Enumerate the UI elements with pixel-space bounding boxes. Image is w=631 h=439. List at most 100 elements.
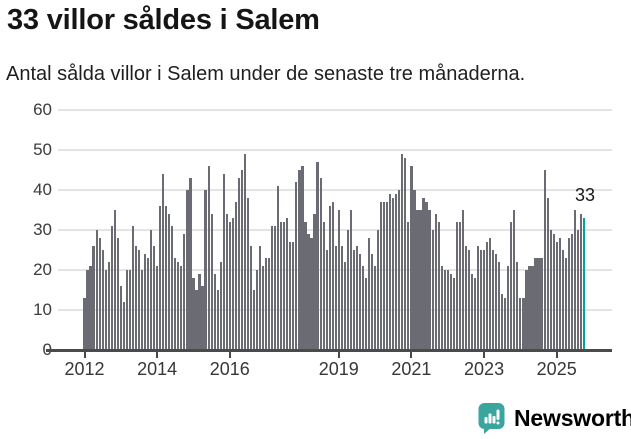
bar — [310, 238, 313, 350]
bar — [422, 198, 425, 350]
bar — [101, 250, 104, 350]
bar — [174, 258, 177, 350]
newsworthy-logo[interactable]: Newsworthy — [477, 402, 631, 435]
bar — [367, 238, 371, 350]
bar — [386, 202, 389, 350]
bar — [343, 262, 346, 350]
bar — [95, 230, 98, 350]
bar — [355, 246, 359, 350]
bar — [89, 266, 92, 350]
bar — [301, 166, 304, 350]
bar — [449, 274, 452, 350]
bar — [298, 170, 301, 350]
bar — [328, 206, 331, 350]
bar — [137, 250, 141, 350]
bar — [258, 246, 262, 350]
page-title: 33 villor såldes i Salem — [7, 4, 320, 36]
x-axis-tick-label: 2016 — [209, 359, 250, 379]
bar — [489, 238, 492, 350]
bar — [507, 266, 510, 350]
bar — [149, 230, 153, 350]
bar — [207, 166, 210, 350]
gridline — [58, 229, 612, 231]
bar — [252, 290, 256, 350]
last-bar-value-label: 33 — [574, 185, 596, 205]
bar — [86, 270, 89, 350]
bar — [437, 222, 440, 350]
bar — [274, 226, 277, 350]
bar — [370, 254, 374, 350]
bar — [579, 214, 582, 350]
bar — [458, 222, 461, 350]
bar — [540, 258, 543, 350]
bar — [576, 230, 579, 350]
bar — [464, 246, 467, 350]
bar — [286, 218, 289, 350]
bar — [104, 270, 107, 350]
bar — [216, 290, 219, 350]
bar — [567, 238, 570, 350]
bar — [413, 190, 416, 350]
bar — [513, 210, 516, 350]
y-axis-tick-label: 30 — [33, 220, 52, 239]
bar — [573, 210, 576, 350]
bar — [201, 286, 204, 350]
x-axis-line — [46, 349, 612, 352]
bar — [501, 294, 504, 350]
bar — [331, 202, 334, 350]
bar — [349, 210, 352, 350]
x-axis-tick-label: 2012 — [64, 359, 105, 379]
bar — [498, 262, 501, 350]
bar — [377, 230, 380, 350]
bar — [277, 186, 280, 350]
x-axis-tick — [410, 350, 413, 358]
bar — [116, 238, 119, 350]
bar — [504, 298, 507, 350]
bar — [316, 162, 319, 350]
bar — [407, 222, 410, 350]
bar — [107, 262, 110, 350]
bar — [325, 250, 328, 350]
bar — [495, 254, 498, 350]
bar — [561, 250, 564, 350]
bar — [122, 302, 125, 350]
bar — [380, 202, 383, 350]
bar — [280, 222, 283, 350]
bar — [434, 214, 437, 350]
bar — [198, 274, 201, 350]
bar — [265, 258, 268, 350]
bar — [358, 254, 362, 350]
bar — [346, 230, 349, 350]
x-axis-tick-label: 2021 — [391, 359, 432, 379]
x-axis-tick — [156, 350, 159, 358]
bar — [522, 298, 525, 350]
bar — [249, 246, 253, 350]
chart-subtitle: Antal sålda villor i Salem under de sena… — [6, 63, 526, 85]
bar — [440, 266, 443, 350]
bar — [195, 290, 198, 350]
bar — [222, 174, 225, 350]
bar — [307, 234, 310, 350]
bar — [410, 166, 413, 350]
bar — [519, 298, 522, 350]
y-axis-tick-label: 10 — [33, 300, 52, 319]
gridline — [58, 109, 612, 111]
bar — [289, 242, 292, 350]
newsworthy-icon — [477, 402, 506, 435]
bar — [319, 178, 322, 350]
bar — [213, 274, 216, 350]
bar — [92, 246, 95, 350]
bar — [98, 238, 101, 350]
bar — [292, 242, 295, 350]
bar — [210, 214, 213, 350]
bar — [452, 278, 455, 350]
bar — [165, 206, 168, 350]
bar — [119, 286, 122, 350]
bar — [485, 242, 489, 350]
bar — [140, 270, 144, 350]
bar — [110, 226, 113, 350]
bar — [313, 214, 316, 350]
bar — [183, 234, 186, 350]
bar — [419, 210, 422, 350]
bar — [401, 154, 404, 350]
